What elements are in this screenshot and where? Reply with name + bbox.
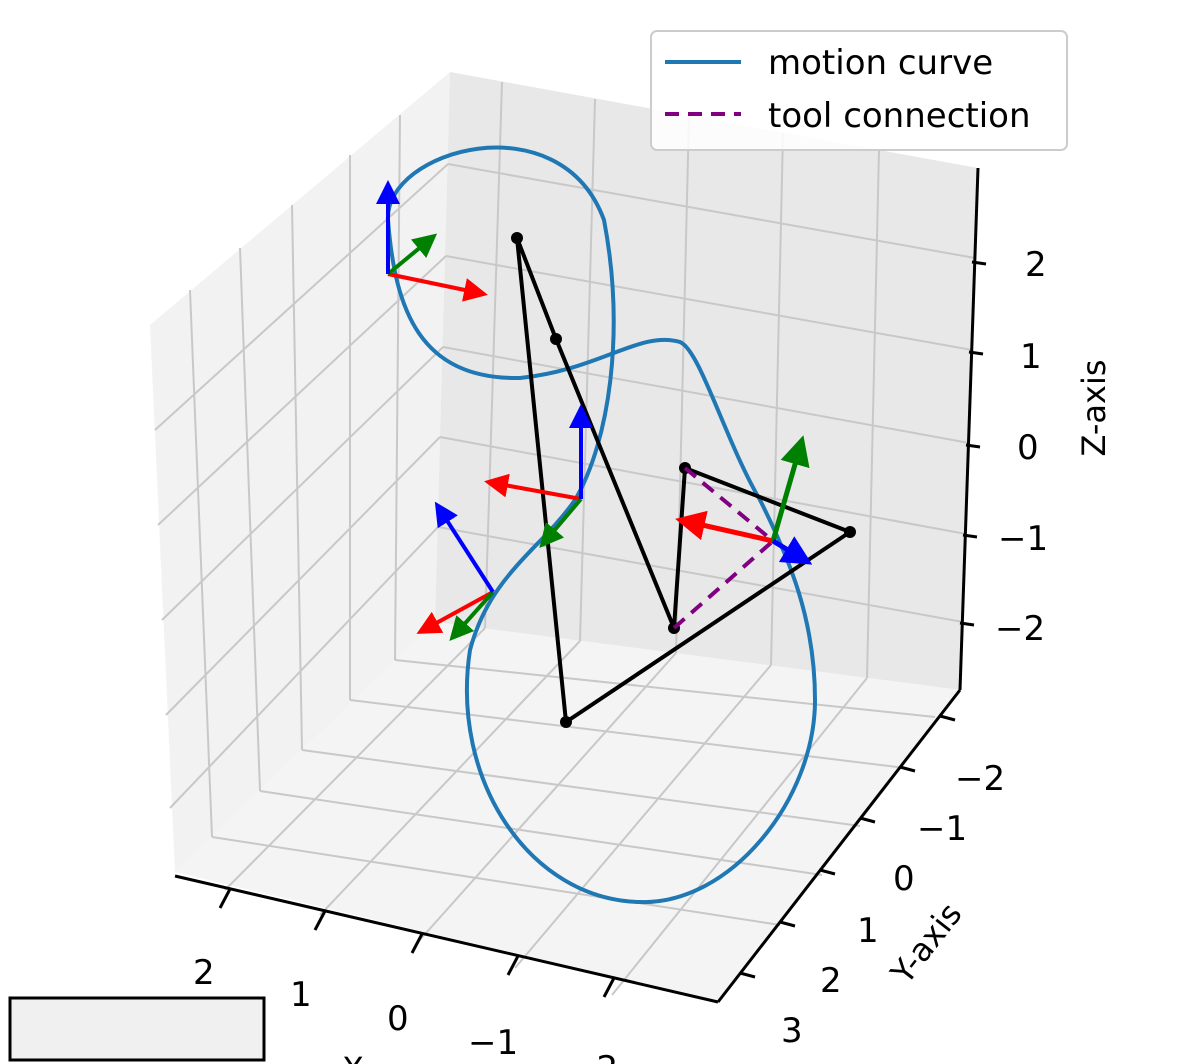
- pane-floor: [175, 622, 960, 1002]
- z-tick-label: 2: [1025, 245, 1047, 285]
- axis-lines: [174, 167, 980, 1004]
- legend: motion curve tool connection: [650, 30, 1068, 151]
- motion-curve: [385, 145, 818, 905]
- joint: [511, 232, 523, 244]
- tool-connection: [672, 466, 775, 630]
- frame-x-arrow: [484, 473, 582, 501]
- frame-x-arrow: [675, 510, 774, 544]
- frame-x-arrow: [416, 590, 494, 634]
- y-tick-labels: −2 −1 0 1 2 3: [781, 759, 1005, 1051]
- joint: [560, 716, 572, 728]
- frame-y-arrow: [770, 435, 810, 542]
- joint: [550, 333, 562, 345]
- axis-ticks: [218, 260, 987, 998]
- x-tick-label: 2: [193, 953, 215, 993]
- z-tick-label: 0: [1017, 428, 1039, 468]
- y-tick-label: −1: [917, 809, 967, 849]
- frame-x-arrow: [387, 272, 488, 302]
- y-tick-label: 1: [857, 911, 879, 951]
- legend-label: tool connection: [768, 96, 1031, 136]
- pane-left: [150, 72, 450, 872]
- x-axis-line: [174, 874, 719, 1004]
- legend-box: [650, 30, 1068, 151]
- frame-z-arrow: [771, 536, 813, 565]
- y-tick-label: 3: [781, 1011, 803, 1051]
- tool-connection-line: [683, 466, 775, 543]
- frame-y-arrow: [386, 233, 438, 276]
- frame-y-arrow: [449, 590, 495, 641]
- x-tick-label: 1: [290, 975, 312, 1015]
- z-axis-line: [958, 167, 980, 691]
- frame-1: [376, 180, 488, 302]
- frame-4: [675, 435, 813, 565]
- z-tick-label: 1: [1020, 337, 1042, 377]
- x-tick-label: −2: [568, 1049, 618, 1064]
- y-tick-label: 2: [820, 961, 842, 1001]
- y-axis-label: Y-axis: [883, 896, 970, 992]
- slider-box[interactable]: [8, 996, 266, 1062]
- x-tick-labels: 2 1 0 −1 −2: [193, 953, 618, 1064]
- z-tick-label: −1: [998, 519, 1048, 559]
- legend-label: motion curve: [768, 43, 993, 83]
- x-tick-label: −1: [468, 1023, 518, 1063]
- z-tick-label: −2: [995, 609, 1045, 649]
- y-axis-line: [716, 689, 962, 1003]
- frame-z-arrow: [434, 501, 495, 594]
- x-tick-label: 0: [387, 999, 409, 1039]
- frame-3: [416, 501, 495, 641]
- y-tick-label: −2: [955, 759, 1005, 799]
- x-axis-label: X: [342, 1050, 364, 1064]
- joint: [844, 526, 856, 538]
- frame-y-arrow: [539, 497, 583, 549]
- y-tick-label: 0: [893, 859, 915, 899]
- z-axis-label: Z-axis: [1075, 359, 1113, 456]
- frame-2: [484, 404, 593, 549]
- z-tick-labels: 2 1 0 −1 −2: [995, 245, 1048, 649]
